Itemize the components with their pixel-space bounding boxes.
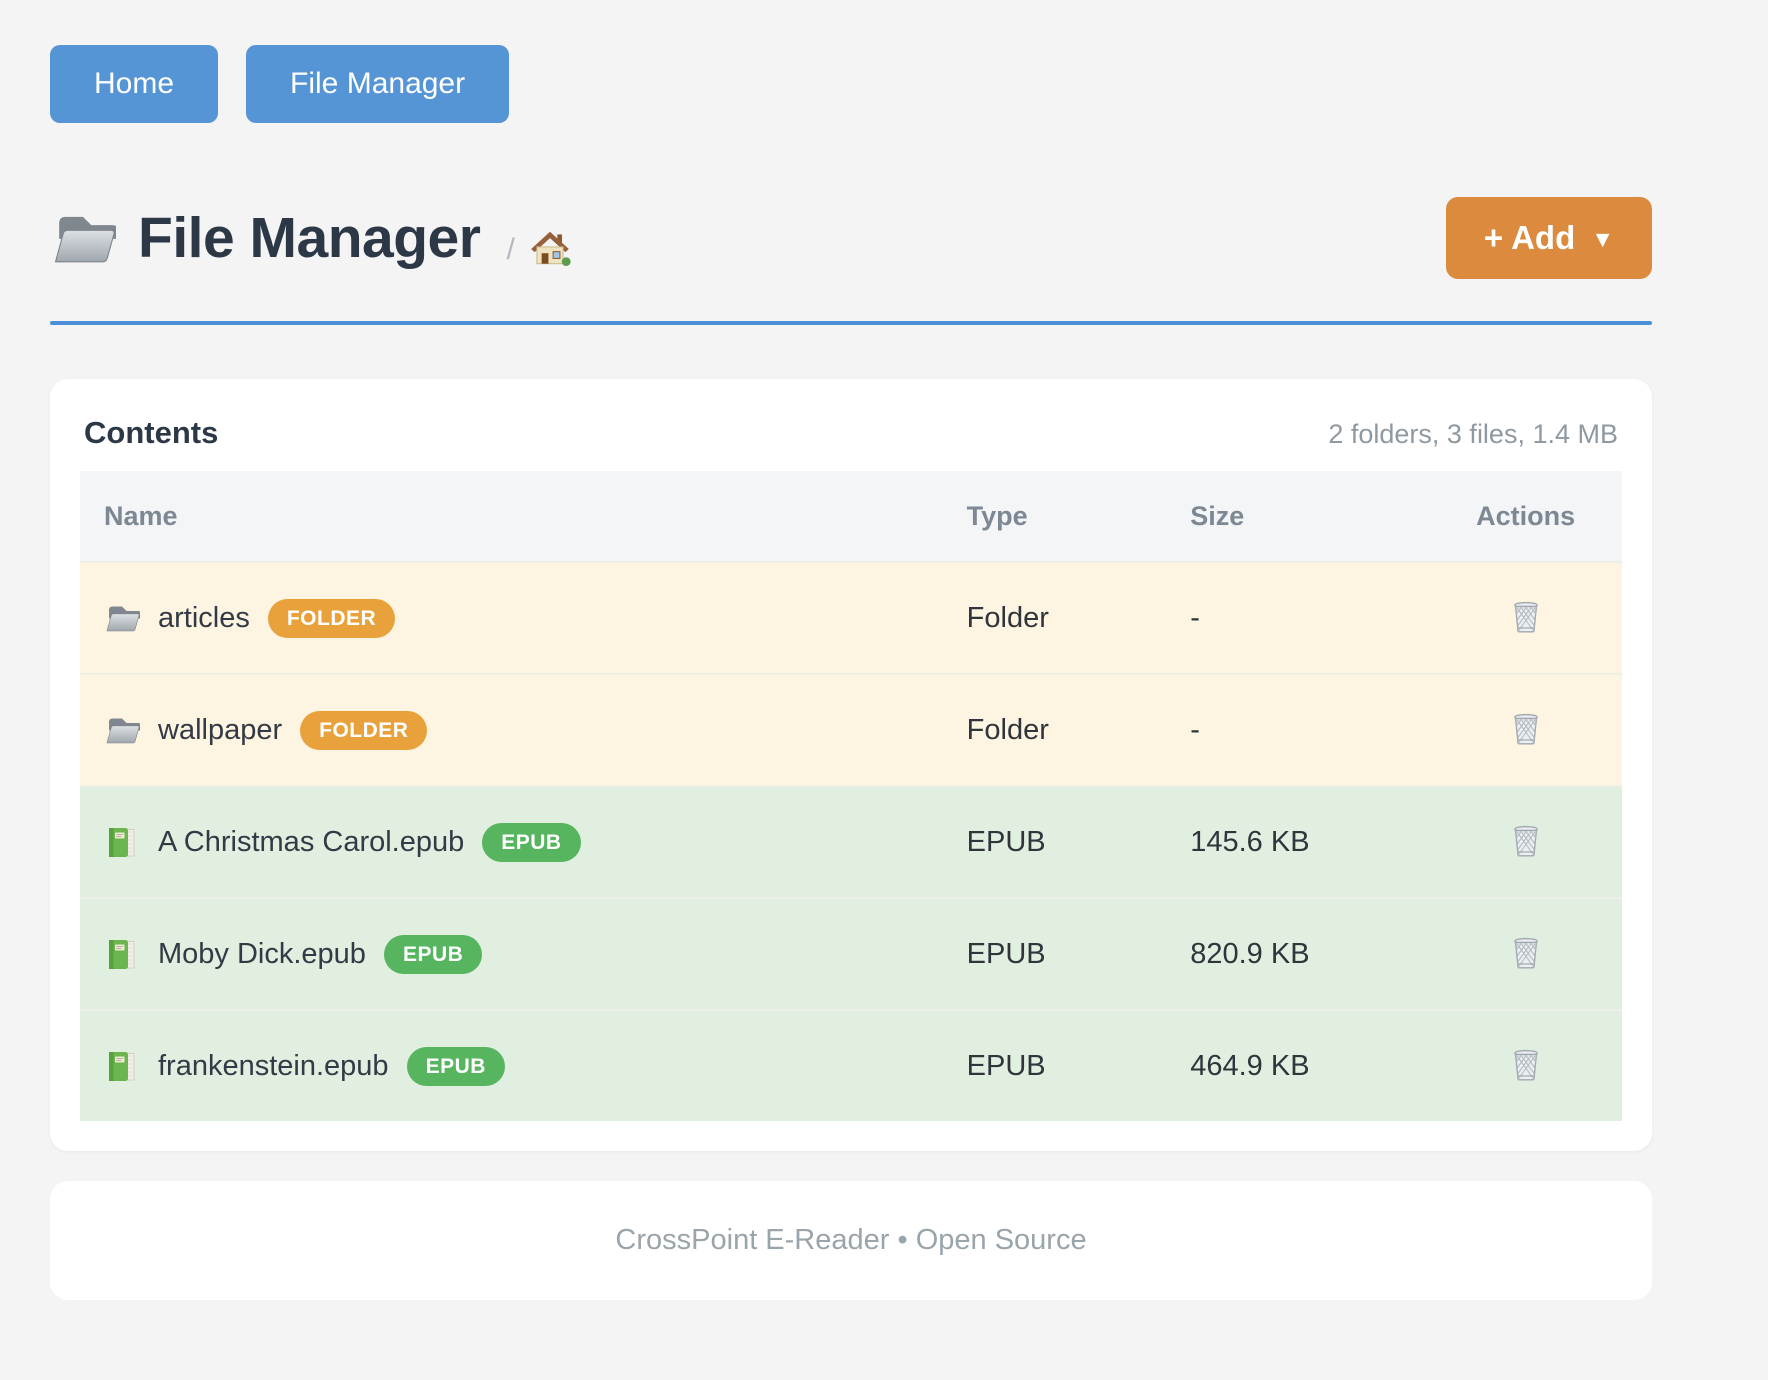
trash-icon xyxy=(1513,937,1538,969)
file-table-head: Name Type Size Actions xyxy=(80,471,1622,562)
title-underline xyxy=(50,321,1652,325)
item-badge: FOLDER xyxy=(267,598,396,638)
item-badge: EPUB xyxy=(406,1046,505,1086)
name-cell: A Christmas Carol.epub EPUB xyxy=(80,822,967,862)
breadcrumb-separator: / xyxy=(506,233,515,266)
trash-icon xyxy=(1513,1049,1538,1081)
item-type: Folder xyxy=(966,561,1191,674)
item-name[interactable]: Moby Dick.epub xyxy=(158,937,366,970)
item-type: EPUB xyxy=(966,897,1191,1010)
column-header-actions: Actions xyxy=(1429,471,1622,562)
delete-button[interactable] xyxy=(1503,705,1549,751)
item-name[interactable]: articles xyxy=(158,601,250,634)
table-row: frankenstein.epub EPUB EPUB 464.9 KB xyxy=(80,1009,1622,1121)
top-nav: Home File Manager xyxy=(50,0,1652,123)
trash-icon xyxy=(1513,713,1538,745)
item-type: EPUB xyxy=(966,1009,1191,1121)
file-table: Name Type Size Actions articles FOLDER F… xyxy=(80,471,1622,1121)
page-title: File Manager xyxy=(138,206,481,270)
item-badge: EPUB xyxy=(482,822,581,862)
delete-button[interactable] xyxy=(1503,817,1549,863)
name-cell: articles FOLDER xyxy=(80,598,967,638)
item-name[interactable]: frankenstein.epub xyxy=(158,1049,389,1082)
trash-icon xyxy=(1513,825,1538,857)
column-header-type: Type xyxy=(966,471,1191,562)
item-badge: EPUB xyxy=(383,934,483,974)
name-cell: Moby Dick.epub EPUB xyxy=(80,934,967,974)
item-badge: FOLDER xyxy=(300,710,428,750)
contents-title: Contents xyxy=(84,415,219,450)
folder-icon xyxy=(106,718,140,744)
footer-text: CrossPoint E-Reader • Open Source xyxy=(615,1224,1087,1256)
item-size: - xyxy=(1190,673,1430,786)
delete-button[interactable] xyxy=(1503,1041,1549,1087)
contents-table-body: articles FOLDER Folder - wallpaper FOLDE… xyxy=(80,561,1622,1121)
table-row: wallpaper FOLDER Folder - xyxy=(80,673,1622,786)
page: Home File Manager File Manager / + Add ▼… xyxy=(50,0,1652,1300)
folder-icon xyxy=(54,216,116,263)
column-header-size: Size xyxy=(1190,471,1430,562)
home-button[interactable]: Home xyxy=(50,45,219,123)
item-size: 464.9 KB xyxy=(1190,1009,1430,1121)
table-row: Moby Dick.epub EPUB EPUB 820.9 KB xyxy=(80,897,1622,1010)
item-type: Folder xyxy=(966,673,1191,786)
book-icon xyxy=(108,1051,135,1082)
delete-button[interactable] xyxy=(1503,593,1549,639)
table-row: articles FOLDER Folder - xyxy=(80,561,1622,674)
book-icon xyxy=(108,939,135,970)
item-size: 145.6 KB xyxy=(1190,785,1430,898)
item-type: EPUB xyxy=(966,785,1191,898)
file-manager-button[interactable]: File Manager xyxy=(246,45,510,123)
footer: CrossPoint E-Reader • Open Source xyxy=(50,1181,1652,1300)
delete-button[interactable] xyxy=(1503,929,1549,975)
breadcrumb: / xyxy=(506,225,572,271)
caret-down-icon: ▼ xyxy=(1591,226,1614,252)
add-button[interactable]: + Add ▼ xyxy=(1445,197,1652,279)
add-button-label: + Add xyxy=(1483,219,1576,256)
folder-icon xyxy=(106,606,140,632)
book-icon xyxy=(108,827,135,858)
contents-card: Contents 2 folders, 3 files, 1.4 MB Name… xyxy=(50,379,1652,1151)
home-icon[interactable] xyxy=(527,225,573,271)
contents-header: Contents 2 folders, 3 files, 1.4 MB xyxy=(80,407,1622,471)
item-size: 820.9 KB xyxy=(1190,897,1430,1010)
item-name[interactable]: A Christmas Carol.epub xyxy=(158,825,465,858)
page-header: File Manager / + Add ▼ xyxy=(50,197,1652,279)
column-header-name: Name xyxy=(80,471,967,562)
trash-icon xyxy=(1513,601,1538,633)
contents-summary: 2 folders, 3 files, 1.4 MB xyxy=(1328,419,1618,449)
item-size: - xyxy=(1190,561,1430,674)
table-row: A Christmas Carol.epub EPUB EPUB 145.6 K… xyxy=(80,785,1622,898)
name-cell: frankenstein.epub EPUB xyxy=(80,1046,967,1086)
item-name[interactable]: wallpaper xyxy=(158,713,283,746)
name-cell: wallpaper FOLDER xyxy=(80,710,967,750)
